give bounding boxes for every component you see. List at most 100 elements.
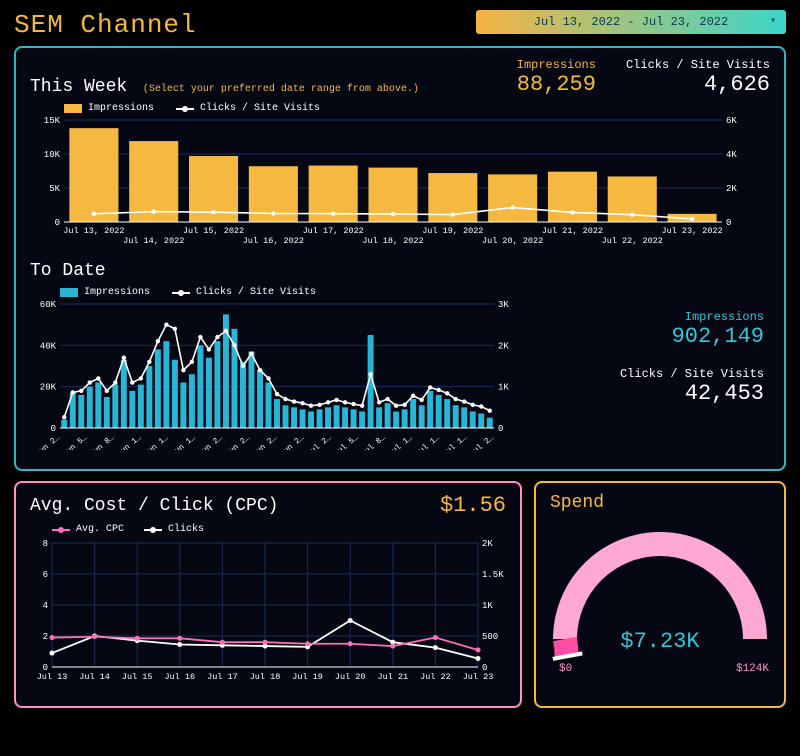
td-legend: Impressions Clicks / Site Visits [60,287,520,298]
svg-text:0: 0 [55,218,60,228]
td-legend-bars: Impressions [84,287,150,298]
svg-text:Jul 22, 2022: Jul 22, 2022 [602,236,663,246]
panel-this-week-to-date: This Week (Select your preferred date ra… [14,46,786,471]
svg-text:0: 0 [51,424,56,434]
svg-text:2K: 2K [726,184,737,194]
svg-text:Jul 19, 2022: Jul 19, 2022 [422,226,483,236]
svg-text:Jul 1…: Jul 1… [414,433,442,450]
to-date-title: To Date [30,261,520,281]
svg-text:Jun 2…: Jun 2… [224,433,252,450]
svg-text:4: 4 [43,601,48,611]
svg-text:4K: 4K [726,150,737,160]
cpc-legend-a: Avg. CPC [76,524,124,535]
svg-text:Jul 2…: Jul 2… [305,433,333,450]
svg-text:Jun 2…: Jun 2… [34,433,62,450]
svg-text:2: 2 [43,632,48,642]
svg-text:10K: 10K [44,150,61,160]
svg-text:Jul 13: Jul 13 [37,672,68,682]
tw-impressions-value: 88,259 [517,72,596,97]
tw-clicks-label: Clicks / Site Visits [626,58,770,72]
svg-text:Jul 15, 2022: Jul 15, 2022 [183,226,244,236]
svg-text:Jul 8…: Jul 8… [360,433,388,450]
svg-text:Jul 19: Jul 19 [292,672,323,682]
svg-text:1K: 1K [498,383,509,393]
svg-text:Jul 14: Jul 14 [79,672,110,682]
spend-gauge-max: $124K [736,663,769,675]
svg-text:2K: 2K [482,539,493,549]
svg-text:6K: 6K [726,116,737,126]
svg-text:5K: 5K [49,184,60,194]
cpc-legend-b: Clicks [168,524,204,535]
this-week-title: This Week [30,77,127,97]
tw-impressions-label: Impressions [517,58,596,72]
svg-text:Jul 16, 2022: Jul 16, 2022 [243,236,304,246]
spend-gauge-min: $0 [559,663,572,675]
tw-legend: Impressions Clicks / Site Visits [64,103,770,114]
svg-text:20K: 20K [40,383,57,393]
td-impressions-label: Impressions [672,310,764,324]
panel-cpc: Avg. Cost / Click (CPC) $1.56 Avg. CPC C… [14,481,522,708]
svg-text:500: 500 [482,632,498,642]
legend-swatch-bars [64,104,82,113]
date-range-picker[interactable]: Jul 13, 2022 - Jul 23, 2022 [476,10,786,34]
cpc-title: Avg. Cost / Click (CPC) [30,496,278,516]
svg-text:40K: 40K [40,341,57,351]
svg-text:Jul 23: Jul 23 [463,672,494,682]
svg-text:Jun 2…: Jun 2… [251,433,279,450]
svg-text:1.5K: 1.5K [482,570,504,580]
svg-text:0: 0 [726,218,731,228]
to-date-chart: 020K40K60K01K2K3KJun 2…Jun 5…Jun 8…Jun 1… [30,300,520,450]
svg-text:0: 0 [498,424,503,434]
legend-line-icon [172,292,190,294]
svg-text:Jul 20: Jul 20 [335,672,366,682]
svg-text:Jul 17: Jul 17 [207,672,238,682]
svg-text:Jul 23, 2022: Jul 23, 2022 [661,226,722,236]
svg-text:Jul 1…: Jul 1… [387,433,415,450]
svg-text:Jul 1…: Jul 1… [441,433,469,450]
svg-text:Jul 21: Jul 21 [377,672,408,682]
legend-line-icon [144,529,162,531]
this-week-chart: 0 5K 10K 15K 0 2K 4K 6K Jul 13, 2022Jul 14, 2022… [30,116,750,246]
td-legend-line: Clicks / Site Visits [196,287,316,298]
svg-text:Jul 16: Jul 16 [164,672,195,682]
svg-text:Jun 1…: Jun 1… [170,433,198,450]
svg-text:Jul 17, 2022: Jul 17, 2022 [303,226,364,236]
svg-text:Jul 13, 2022: Jul 13, 2022 [63,226,124,236]
svg-text:15K: 15K [44,116,61,126]
svg-text:Jun 1…: Jun 1… [115,433,143,450]
svg-text:60K: 60K [40,300,57,310]
page-title: SEM Channel [14,10,197,40]
spend-title: Spend [550,493,770,513]
tw-legend-bars: Impressions [88,103,154,114]
svg-text:Jul 15: Jul 15 [122,672,153,682]
cpc-legend: Avg. CPC Clicks [52,524,506,535]
svg-text:8: 8 [43,539,48,549]
svg-text:Jun 2…: Jun 2… [278,433,306,450]
svg-text:3K: 3K [498,300,509,310]
svg-text:Jul 5…: Jul 5… [332,433,360,450]
this-week-subtitle: (Select your preferred date range from a… [143,84,419,95]
svg-text:Jul 18: Jul 18 [250,672,281,682]
cpc-value: $1.56 [440,493,506,518]
svg-text:1K: 1K [482,601,493,611]
svg-text:Jul 20, 2022: Jul 20, 2022 [482,236,543,246]
svg-text:Jun 1…: Jun 1… [143,433,171,450]
spend-value: $7.23K [551,629,769,654]
tw-clicks-value: 4,626 [626,72,770,97]
cpc-chart: 0246805001K1.5K2KJul 13Jul 14Jul 15Jul 1… [30,537,508,687]
legend-swatch-bars [60,288,78,297]
svg-text:Jun 8…: Jun 8… [88,433,116,450]
svg-text:6: 6 [43,570,48,580]
svg-text:Jul 21, 2022: Jul 21, 2022 [542,226,603,236]
svg-text:Jul 22: Jul 22 [420,672,451,682]
svg-text:Jun 5…: Jun 5… [61,433,89,450]
svg-text:Jul 14, 2022: Jul 14, 2022 [123,236,184,246]
svg-text:Jul 18, 2022: Jul 18, 2022 [362,236,423,246]
td-clicks-value: 42,453 [620,381,764,406]
tw-legend-line: Clicks / Site Visits [200,103,320,114]
td-clicks-label: Clicks / Site Visits [620,367,764,381]
panel-spend: Spend $7.23K $0 $124K [534,481,786,708]
legend-line-icon [176,108,194,110]
svg-text:Jun 2…: Jun 2… [197,433,225,450]
td-impressions-value: 902,149 [672,324,764,349]
